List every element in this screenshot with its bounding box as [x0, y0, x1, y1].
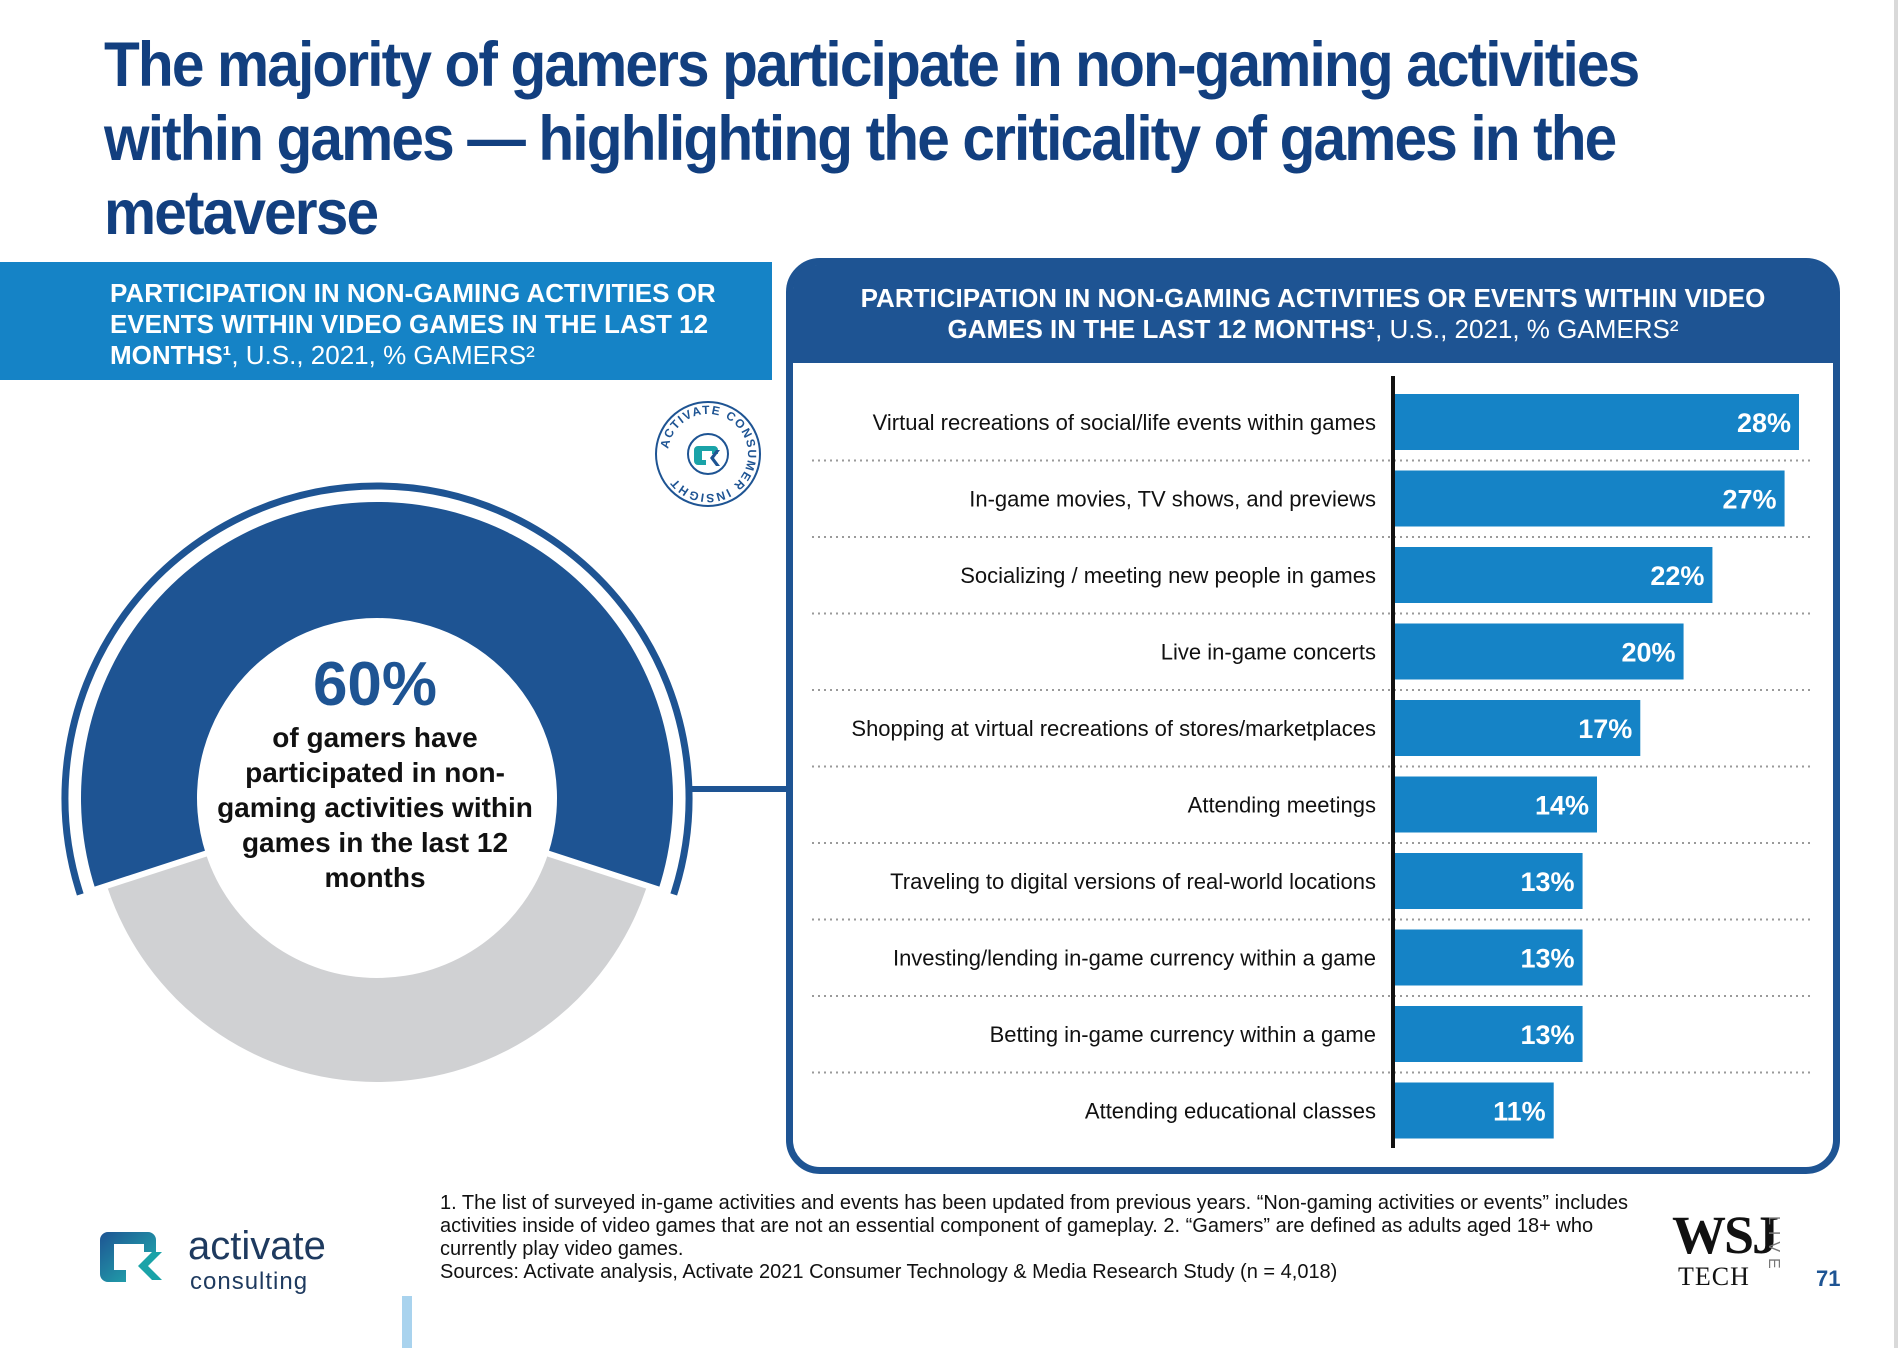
bar-category-label: Traveling to digital versions of real-wo…: [890, 869, 1376, 894]
bar: [1395, 1006, 1583, 1062]
left-panel-title: PARTICIPATION IN NON-GAMING ACTIVITIES O…: [110, 278, 750, 371]
activate-icon: [694, 446, 720, 466]
left-panel-header: PARTICIPATION IN NON-GAMING ACTIVITIES O…: [0, 262, 772, 380]
bar-category-label: Attending meetings: [1188, 793, 1376, 818]
activate-logo-icon: [100, 1232, 162, 1282]
bar-value-label: 27%: [1723, 485, 1777, 515]
bar-category-label: Live in-game concerts: [1161, 640, 1376, 665]
donut-description: of gamers have participated in non-gamin…: [217, 722, 533, 893]
page-title: The majority of gamers participate in no…: [104, 30, 1640, 248]
page-number: 71: [1816, 1266, 1841, 1291]
bar-category-label: Betting in-game currency within a game: [990, 1022, 1376, 1047]
left-title-rest: , U.S., 2021, % GAMERS²: [231, 340, 535, 370]
wsj-tech-text: TECH: [1678, 1262, 1750, 1291]
bar: [1395, 700, 1641, 756]
bar-value-label: 14%: [1535, 791, 1589, 821]
bar: [1395, 853, 1583, 909]
wsj-wordmark: WSJ: [1672, 1205, 1779, 1265]
logo-subtitle: consulting: [190, 1268, 309, 1295]
right-panel-header: PARTICIPATION IN NON-GAMING ACTIVITIES O…: [793, 265, 1833, 363]
bar: [1395, 547, 1713, 603]
bar-category-label: Investing/lending in-game currency withi…: [893, 946, 1376, 971]
footnote: 1. The list of surveyed in-game activiti…: [440, 1192, 1660, 1284]
activate-logo: activate consulting: [100, 1224, 380, 1296]
donut-divider-top: [86, 850, 209, 895]
page-edge: [1894, 0, 1898, 1348]
accent-line: [402, 1296, 412, 1348]
right-title-bold: PARTICIPATION IN NON-GAMING ACTIVITIES O…: [860, 283, 1766, 344]
bar-value-label: 13%: [1521, 1020, 1575, 1050]
bar-category-label: In-game movies, TV shows, and previews: [969, 487, 1376, 512]
bar-value-label: 13%: [1521, 867, 1575, 897]
right-title-rest: , U.S., 2021, % GAMERS²: [1375, 314, 1679, 344]
bar: [1395, 623, 1684, 680]
footnote-text: 1. The list of surveyed in-game activiti…: [440, 1192, 1629, 1260]
bar-value-label: 13%: [1521, 944, 1575, 974]
right-panel-title: PARTICIPATION IN NON-GAMING ACTIVITIES O…: [813, 283, 1813, 345]
bar-value-label: 22%: [1650, 561, 1704, 591]
bar-value-label: 11%: [1493, 1097, 1546, 1127]
wsj-tech-live-logo: WSJ TECH LIVE: [1672, 1208, 1792, 1298]
bar-value-label: 28%: [1737, 408, 1791, 438]
bar-category-label: Shopping at virtual recreations of store…: [851, 716, 1376, 741]
bar-value-label: 20%: [1622, 638, 1676, 668]
bar-category-label: Attending educational classes: [1085, 1099, 1376, 1124]
bar: [1395, 470, 1785, 527]
bar: [1395, 776, 1597, 833]
left-title-bold: PARTICIPATION IN NON-GAMING ACTIVITIES O…: [110, 278, 716, 370]
bar-category-label: Socializing / meeting new people in game…: [960, 563, 1376, 588]
wsj-live-text: LIVE: [1765, 1216, 1782, 1275]
logo-wordmark: activate: [188, 1224, 326, 1268]
donut-center-text: 60% of gamers have participated in non-g…: [210, 650, 540, 895]
donut-slice-participated: [81, 502, 674, 890]
donut-slice-other: [106, 853, 648, 1082]
bar-category-label: Virtual recreations of social/life event…: [873, 410, 1376, 435]
donut-accent-ring: [61, 482, 693, 896]
consumer-insight-seal: ACTIVATE CONSUMER INSIGHT: [655, 401, 761, 507]
bar: [1395, 929, 1583, 986]
bar-value-label: 17%: [1578, 714, 1632, 744]
donut-divider-bottom: [545, 850, 668, 895]
sources-text: Sources: Activate analysis, Activate 202…: [440, 1261, 1338, 1283]
donut-percentage: 60%: [312, 650, 438, 719]
bar: [1395, 394, 1799, 450]
bar: [1395, 1082, 1554, 1139]
